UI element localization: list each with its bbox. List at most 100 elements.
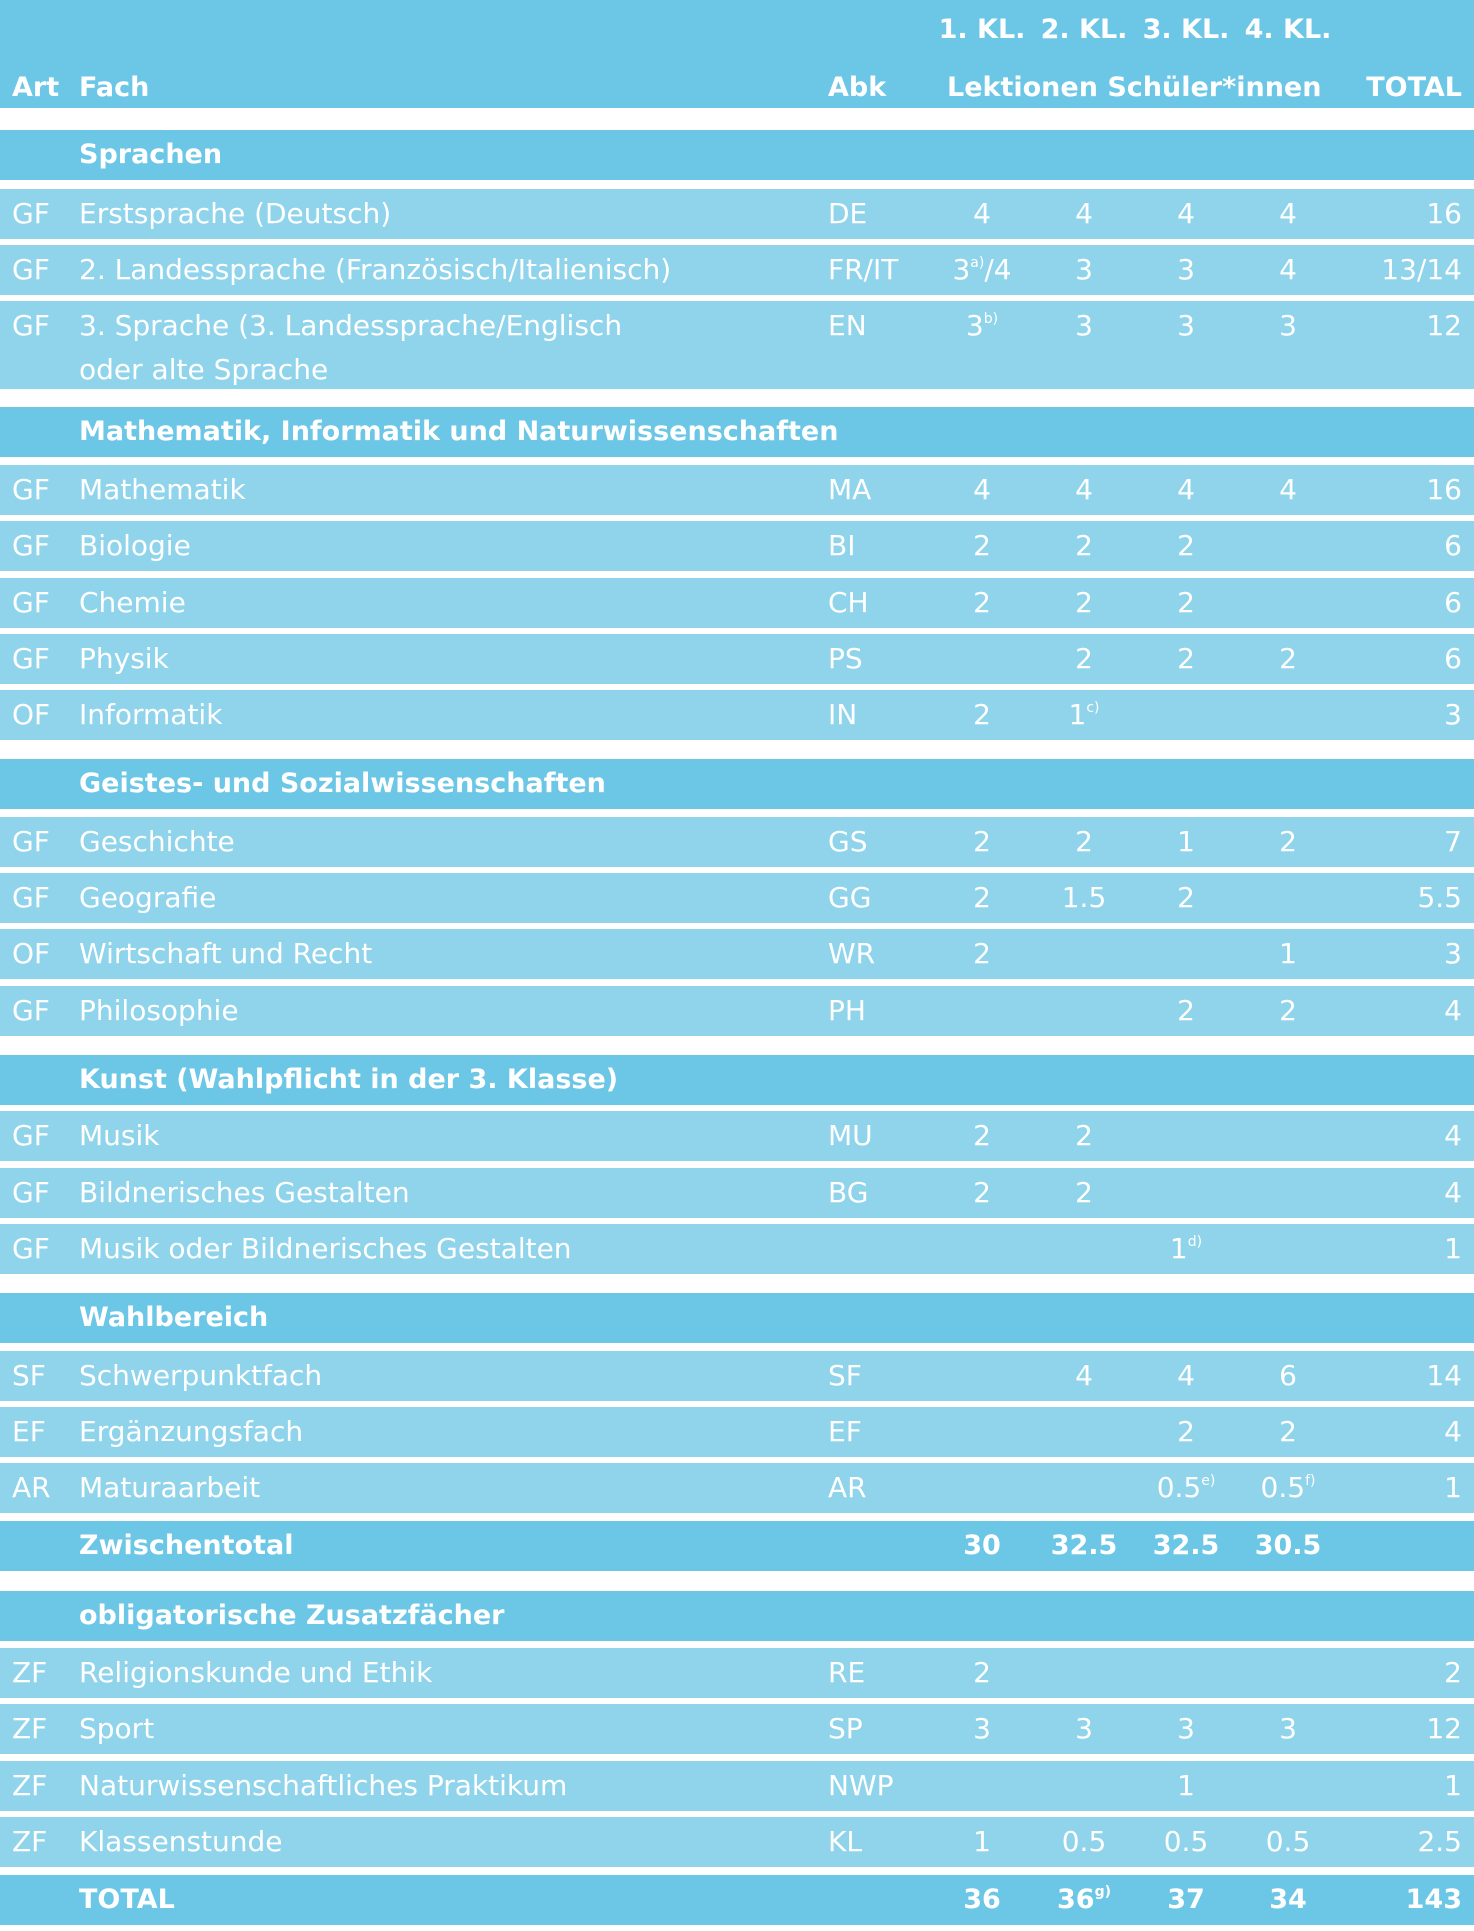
cell-art: AR [12,1471,51,1504]
cell-fach: Zwischentotal [79,1530,294,1561]
table-row: GF Biologie BI 2 2 2 6 [0,521,1474,571]
cell-k3: 4 [1177,473,1195,506]
cell-total: 1 [1444,1471,1462,1504]
cell-fach: Biologie [79,529,191,562]
cell-total: 3 [1444,937,1462,970]
table-row: GF Musik oder Bildnerisches Gestalten 1d… [0,1224,1474,1274]
cell-total: 4 [1444,1119,1462,1152]
cell-total: 2 [1444,1656,1462,1689]
table-row: GF 3. Sprache (3. Landessprache/Englisch… [0,301,1474,389]
section-title: Wahlbereich [79,1302,269,1333]
cell-abk: EF [828,1415,862,1448]
cell-k2: 2 [1075,586,1093,619]
header-class-3: 3. KL. [1142,14,1230,45]
section-header: Geistes- und Sozialwissenschaften [0,759,1474,809]
cell-abk: RE [828,1656,866,1689]
footnote-marker: b) [983,311,999,327]
table-row: GF Geschichte GS 2 2 1 2 7 [0,817,1474,867]
cell-k4: 3 [1279,1712,1297,1745]
header-class-4: 4. KL. [1244,14,1332,45]
cell-abk: FR/IT [828,253,899,286]
cell-k3: 37 [1167,1884,1205,1915]
cell-total: 13/14 [1381,253,1462,286]
cell-k1: 4 [973,197,991,230]
cell-k4: 2 [1279,1415,1297,1448]
cell-k1: 2 [973,881,991,914]
cell-k3: 2 [1177,1415,1195,1448]
cell-abk: KL [828,1825,862,1858]
cell-k1: 1 [973,1825,991,1858]
cell-k4: 34 [1269,1884,1307,1915]
cell-art: GF [12,1232,50,1265]
cell-total: 16 [1426,473,1462,506]
cell-total: 5.5 [1417,881,1462,914]
cell-k4: 3 [1279,309,1297,342]
cell-total: 7 [1444,825,1462,858]
cell-art: GF [12,253,50,286]
cell-k4: 0.5 [1265,1825,1311,1858]
cell-k2: 2 [1075,642,1093,675]
cell-k3: 3 [1177,253,1195,286]
table-row: GF Musik MU 2 2 4 [0,1111,1474,1161]
cell-k1: 2 [973,529,991,562]
cell-art: OF [12,937,51,970]
cell-k1: 36 [963,1884,1001,1915]
cell-k1: 2 [973,586,991,619]
section-title: Mathematik, Informatik und Naturwissensc… [79,416,839,447]
cell-k2: 2 [1075,825,1093,858]
cell-total: 16 [1426,197,1462,230]
header-abk: Abk [828,72,887,103]
cell-k4: 4 [1279,197,1297,230]
cell-abk: SF [828,1359,862,1392]
cell-fach: Naturwissenschaftliches Praktikum [79,1769,568,1802]
cell-art: GF [12,1119,50,1152]
cell-abk: AR [828,1471,867,1504]
cell-art: GF [12,1176,50,1209]
cell-k1: 4 [973,473,991,506]
footnote-marker: c) [1086,700,1100,716]
section-header: Sprachen [0,130,1474,180]
cell-fach: Geschichte [79,825,235,858]
footnote-marker: a) [970,255,985,271]
cell-k2: 36g) [1057,1884,1111,1915]
table-row: GF Geografie GG 2 1.5 2 5.5 [0,873,1474,923]
cell-total: 2.5 [1417,1825,1462,1858]
cell-k2: 1c) [1068,698,1100,731]
cell-art: ZF [12,1656,48,1689]
cell-abk: WR [828,937,876,970]
cell-abk: MA [828,473,872,506]
cell-k1: 2 [973,1656,991,1689]
cell-k3: 3 [1177,1712,1195,1745]
cell-k1: 3b) [965,309,999,342]
section-header: Mathematik, Informatik und Naturwissensc… [0,407,1474,457]
cell-k2: 3 [1075,1712,1093,1745]
cell-k3: 2 [1177,642,1195,675]
cell-art: ZF [12,1769,48,1802]
cell-total: 14 [1426,1359,1462,1392]
cell-k4: 0.5f) [1260,1471,1316,1504]
table-row: EF Ergänzungsfach EF 2 2 4 [0,1407,1474,1457]
cell-k1: 2 [973,1119,991,1152]
cell-fach: Maturaarbeit [79,1471,261,1504]
cell-abk: PH [828,994,866,1027]
section-title: Kunst (Wahlpflicht in der 3. Klasse) [79,1064,619,1095]
cell-k2: 4 [1075,197,1093,230]
section-header: obligatorische Zusatzfächer [0,1591,1474,1641]
cell-abk: NWP [828,1769,894,1802]
section-title: obligatorische Zusatzfächer [79,1600,505,1631]
cell-k4: 2 [1279,825,1297,858]
cell-art: GF [12,586,50,619]
cell-k4: 2 [1279,994,1297,1027]
cell-art: GF [12,529,50,562]
cell-art: GF [12,309,50,342]
table-header: 1. KL. 2. KL. 3. KL. 4. KL. Art Fach Abk… [0,0,1474,108]
cell-total: 6 [1444,586,1462,619]
cell-k1: 2 [973,825,991,858]
cell-total: 4 [1444,1415,1462,1448]
cell-abk: CH [828,586,869,619]
cell-k3: 1 [1177,825,1195,858]
cell-k2: 4 [1075,473,1093,506]
footnote-marker: g) [1094,1884,1111,1900]
cell-fach: Geografie [79,881,217,914]
cell-total: 3 [1444,698,1462,731]
